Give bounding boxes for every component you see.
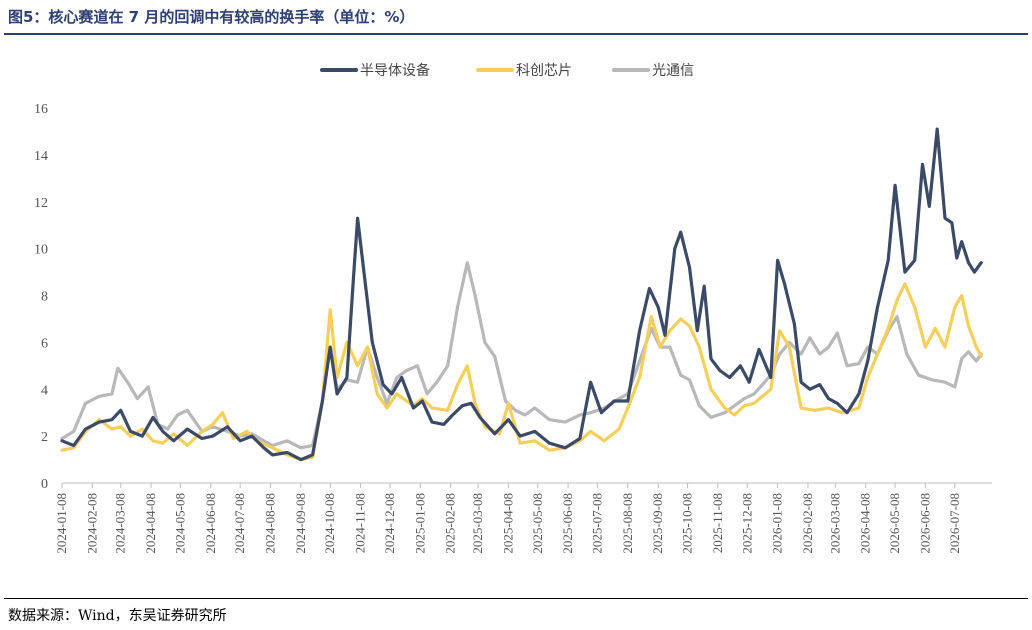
x-tick-label: 2024-05-08: [172, 493, 187, 554]
x-tick-label: 2025-06-08: [560, 493, 575, 554]
x-tick-label: 2024-11-08: [353, 493, 368, 553]
x-tick-label: 2024-12-08: [382, 493, 397, 554]
series-line-2: [60, 282, 983, 462]
x-tick-label: 2025-02-08: [443, 493, 458, 554]
y-tick-label: 2: [41, 430, 48, 445]
legend-label: 半导体设备: [360, 62, 430, 79]
x-tick-label: 2024-07-08: [232, 493, 247, 554]
x-tick-label: 2026-01-08: [770, 493, 785, 554]
x-tick-label: 2025-12-08: [739, 493, 754, 554]
data-source: 数据来源：Wind，东吴证券研究所: [8, 608, 227, 624]
x-tick-label: 2024-08-08: [263, 493, 278, 554]
y-axis: 0 2 4 6 8 10 12 14 16: [34, 102, 48, 492]
x-tick-label: 2025-04-08: [500, 493, 515, 554]
series-lines: [60, 127, 983, 462]
x-tick-label: 2024-02-08: [84, 493, 99, 554]
x-tick-label: 2024-04-08: [143, 493, 158, 554]
x-tick-label: 2025-09-08: [650, 493, 665, 554]
legend-label: 科创芯片: [516, 63, 572, 79]
x-tick-label: 2025-05-08: [530, 493, 545, 554]
x-tick-label: 2025-03-08: [470, 493, 485, 554]
x-tick-label: 2025-11-08: [710, 493, 725, 553]
x-tick-label: 2025-01-08: [412, 493, 427, 554]
x-tick-label: 2024-06-08: [203, 493, 218, 554]
y-tick-label: 14: [34, 149, 48, 164]
series-line-1: [60, 127, 983, 462]
y-tick-label: 0: [41, 477, 48, 492]
x-tick-label: 2026-04-08: [858, 493, 873, 554]
chart-title: 图5：核心赛道在 7 月的回调中有较高的换手率（单位：%）: [8, 8, 415, 26]
y-tick-label: 4: [41, 383, 48, 398]
x-tick-label: 2025-08-08: [620, 493, 635, 554]
legend: 半导体设备 科创芯片 光通信: [320, 62, 694, 79]
x-tick-label: 2026-05-08: [887, 493, 902, 554]
x-tick-label: 2025-07-08: [589, 493, 604, 554]
x-tick-label: 2026-02-08: [800, 493, 815, 554]
y-tick-label: 8: [41, 290, 48, 305]
title-rule: [4, 33, 1028, 35]
x-tick-label: 2024-03-08: [113, 493, 128, 554]
legend-label: 光通信: [652, 63, 694, 79]
y-tick-label: 10: [34, 243, 48, 258]
source-rule: [4, 598, 1028, 599]
y-tick-label: 12: [34, 196, 48, 211]
x-tick-label: 2024-09-08: [293, 493, 308, 554]
x-tick-label: 2025-10-08: [680, 493, 695, 554]
y-tick-label: 6: [41, 336, 48, 351]
x-axis: 2024-01-08 2024-02-08 2024-03-08 2024-04-08…: [54, 482, 992, 554]
x-tick-label: 2026-07-08: [947, 493, 962, 554]
x-tick-label: 2024-10-08: [322, 493, 337, 554]
x-tick-label: 2026-03-08: [827, 493, 842, 554]
x-tick-label: 2024-01-08: [54, 493, 69, 554]
y-tick-label: 16: [34, 102, 48, 117]
x-tick-label: 2026-06-08: [917, 493, 932, 554]
series-line-3: [60, 261, 983, 450]
